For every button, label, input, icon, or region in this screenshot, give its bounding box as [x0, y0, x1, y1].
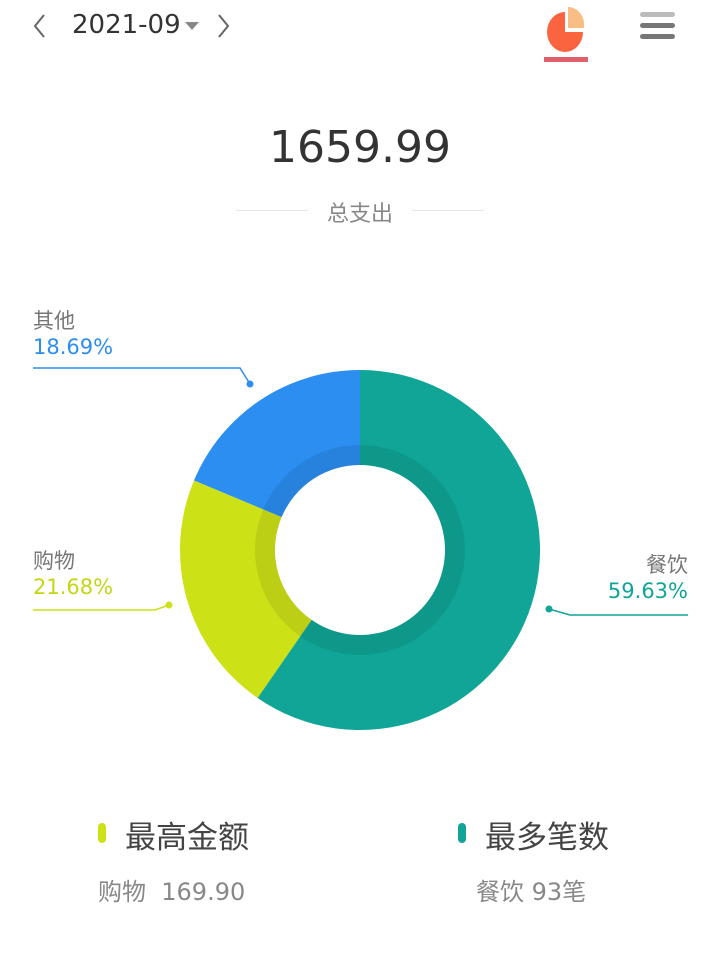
divider — [236, 210, 308, 211]
leader-line-餐饮 — [548, 608, 688, 616]
total-label: 总支出 — [326, 202, 393, 227]
hamburger-menu-icon[interactable] — [638, 10, 678, 42]
leader-line-购物 — [33, 604, 170, 611]
slice-其他[interactable] — [193, 370, 360, 518]
caret-down-icon[interactable] — [184, 20, 200, 32]
slice-inner-ring-餐饮 — [300, 445, 466, 656]
slice-inner-ring-购物 — [254, 509, 312, 637]
leader-dot-餐饮 — [545, 605, 553, 613]
slice-购物[interactable] — [179, 480, 312, 699]
highest-value: 169.90 — [161, 878, 246, 906]
pct-餐饮: 59.63% — [607, 579, 688, 603]
divider — [412, 210, 484, 211]
most-title: 最多笔数 — [485, 820, 609, 856]
pie-chart-icon[interactable] — [540, 4, 590, 64]
label-其他: 其他 — [33, 309, 75, 333]
most-value: 93笔 — [531, 878, 587, 906]
chevron-left-icon[interactable] — [30, 12, 50, 40]
leader-line-其他 — [33, 367, 251, 385]
slice-餐饮[interactable] — [257, 370, 540, 730]
leader-dot-购物 — [165, 601, 173, 609]
label-购物: 购物 — [33, 549, 75, 573]
label-餐饮: 餐饮 — [646, 553, 688, 577]
month-selector[interactable]: 2021-09 — [72, 10, 181, 40]
pct-购物: 21.68% — [33, 575, 114, 599]
highest-category: 购物 — [98, 878, 146, 906]
slice-inner-ring-其他 — [263, 445, 360, 518]
most-dot — [458, 823, 466, 843]
chevron-right-icon[interactable] — [214, 12, 234, 40]
total-amount: 1659.99 — [269, 122, 451, 173]
most-category: 餐饮 — [476, 878, 524, 906]
highest-title: 最高金额 — [125, 820, 249, 856]
highest-dot — [98, 823, 106, 843]
pct-其他: 18.69% — [33, 335, 114, 359]
leader-dot-其他 — [246, 380, 254, 388]
